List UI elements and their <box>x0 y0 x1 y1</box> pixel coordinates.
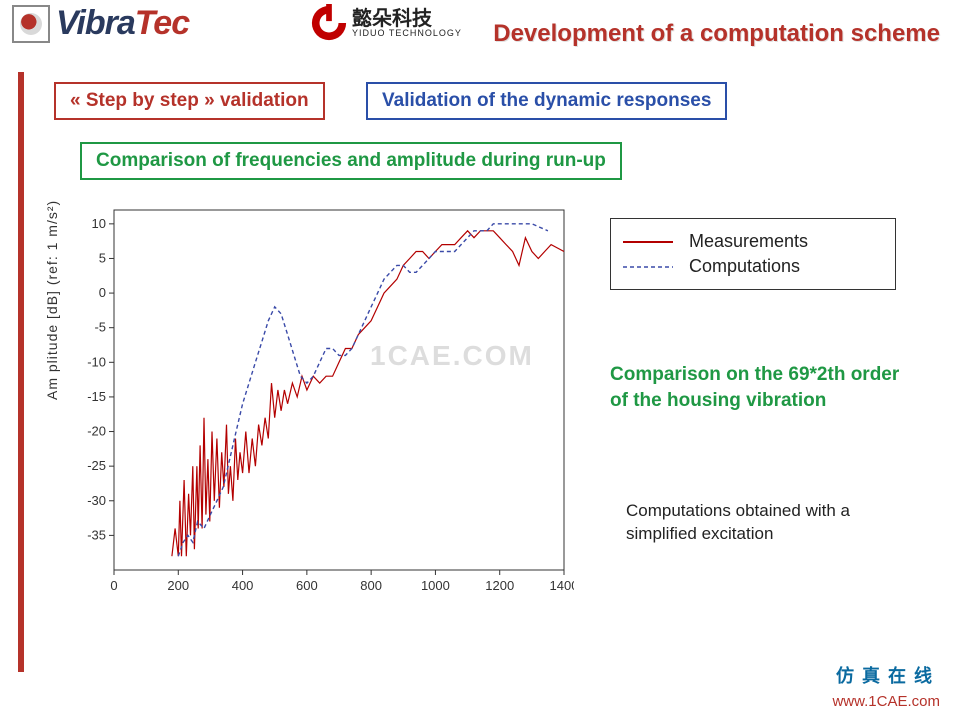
page-title: Development of a computation scheme <box>493 20 940 48</box>
svg-text:200: 200 <box>167 578 189 593</box>
chart-ylabel: Am plitude [dB] (ref: 1 m/s²) <box>44 200 60 400</box>
svg-text:800: 800 <box>360 578 382 593</box>
svg-text:-20: -20 <box>87 424 106 439</box>
svg-text:-5: -5 <box>94 320 106 335</box>
footer-url: www.1CAE.com <box>832 693 940 710</box>
legend-row-measurements: Measurements <box>623 231 883 252</box>
svg-text:-30: -30 <box>87 493 106 508</box>
svg-text:-25: -25 <box>87 458 106 473</box>
note-green: Comparison on the 69*2th order of the ho… <box>610 362 910 413</box>
yiduo-cn: 懿朵科技 <box>352 9 462 29</box>
svg-text:-10: -10 <box>87 354 106 369</box>
box-comparison: Comparison of frequencies and amplitude … <box>80 142 622 180</box>
box-step-validation: « Step by step » validation <box>54 82 325 120</box>
svg-text:0: 0 <box>99 285 106 300</box>
svg-text:5: 5 <box>99 250 106 265</box>
svg-text:10: 10 <box>92 216 106 231</box>
vibratec-suffix: Tec <box>135 4 189 42</box>
svg-text:1200: 1200 <box>485 578 514 593</box>
svg-text:-35: -35 <box>87 527 106 542</box>
svg-text:1000: 1000 <box>421 578 450 593</box>
svg-text:0: 0 <box>110 578 117 593</box>
left-accent-bar <box>18 72 24 672</box>
vibratec-prefix: Vibra <box>56 4 135 42</box>
svg-text:400: 400 <box>232 578 254 593</box>
note-black: Computations obtained with a simplified … <box>626 500 916 546</box>
vibratec-text: VibraTec <box>56 4 189 43</box>
box-dynamic-validation: Validation of the dynamic responses <box>366 82 727 120</box>
yiduo-text: 懿朵科技 YIDUO TECHNOLOGY <box>352 9 462 38</box>
legend-row-computations: Computations <box>623 256 883 277</box>
header: VibraTec 懿朵科技 YIDUO TECHNOLOGY Developme… <box>0 0 960 60</box>
yiduo-en: YIDUO TECHNOLOGY <box>352 29 462 38</box>
legend-label-computations: Computations <box>689 256 800 277</box>
vibratec-logo: VibraTec <box>12 4 189 43</box>
legend-label-measurements: Measurements <box>689 231 808 252</box>
legend-swatch-computations <box>623 259 673 275</box>
footer-cn: 仿真在线 <box>836 662 940 688</box>
svg-text:600: 600 <box>296 578 318 593</box>
yiduo-logo: 懿朵科技 YIDUO TECHNOLOGY <box>310 4 462 42</box>
vibratec-mark-icon <box>12 5 50 43</box>
line-chart: 0 200 400 600 800 1000 1200 1400 -35 -30 -25 -20 -15… <box>64 200 574 600</box>
svg-text:1400: 1400 <box>550 578 574 593</box>
chart-legend: Measurements Computations <box>610 218 896 290</box>
legend-swatch-measurements <box>623 234 673 250</box>
svg-text:-15: -15 <box>87 389 106 404</box>
yiduo-mark-icon <box>310 4 348 42</box>
